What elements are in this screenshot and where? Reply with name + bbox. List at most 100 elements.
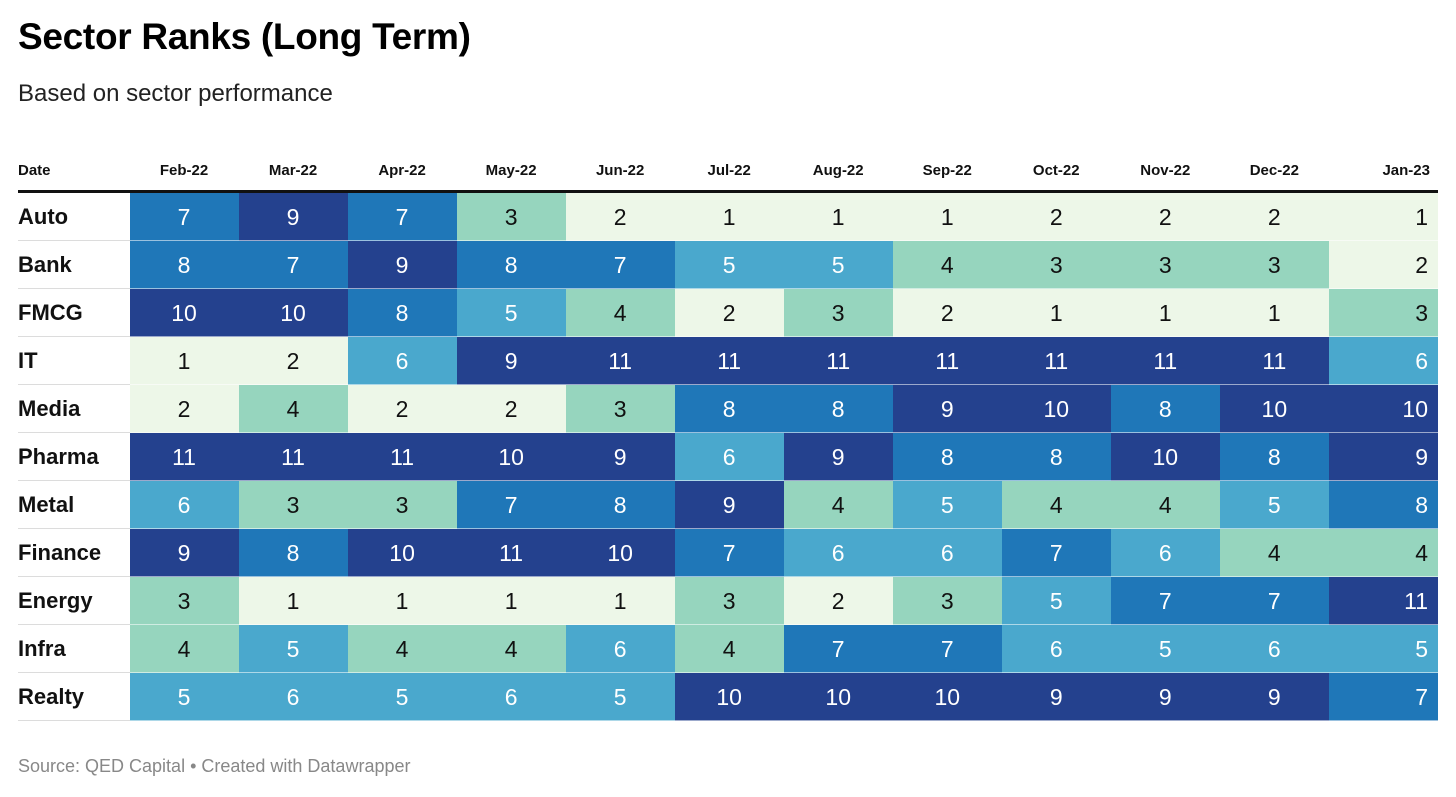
heatmap-cell: 3: [1001, 241, 1111, 289]
heatmap-cell: 9: [1110, 673, 1220, 721]
heatmap-cell: 6: [1328, 337, 1438, 385]
heatmap-cell: 1: [892, 193, 1002, 241]
heatmap-cell: 10: [347, 529, 457, 577]
column-header: Aug-22: [812, 161, 864, 179]
column-header: May-22: [485, 161, 537, 179]
heatmap-cell: 9: [892, 385, 1002, 433]
heatmap-cell: 1: [1219, 289, 1329, 337]
heatmap-cell: 2: [1110, 193, 1220, 241]
column-header: Jun-22: [595, 161, 645, 179]
heatmap-cell: 9: [1219, 673, 1329, 721]
heatmap-cell: 1: [1328, 193, 1438, 241]
heatmap-cell: 7: [1001, 529, 1111, 577]
table-row: Energy 3 1 1 1 1 3 2 3 5 7 7 11: [18, 577, 1438, 625]
heatmap-cell: 5: [1001, 577, 1111, 625]
heatmap-cell: 8: [1001, 433, 1111, 481]
column-header: Dec-22: [1249, 161, 1299, 179]
heatmap-cell: 2: [238, 337, 348, 385]
heatmap-cell: 3: [1110, 241, 1220, 289]
heatmap-cell: 10: [1001, 385, 1111, 433]
heatmap-cell: 5: [238, 625, 348, 673]
table-row: Infra 4 5 4 4 6 4 7 7 6 5 6 5: [18, 625, 1438, 673]
heatmap-cell: 9: [456, 337, 566, 385]
heatmap-cell: 7: [1110, 577, 1220, 625]
heatmap-cell: 4: [1328, 529, 1438, 577]
heatmap-cell: 7: [238, 241, 348, 289]
heatmap-cell: 10: [674, 673, 784, 721]
heatmap-cell: 10: [1328, 385, 1438, 433]
heatmap-cell: 11: [456, 529, 566, 577]
heatmap-cell: 3: [783, 289, 893, 337]
heatmap-cell: 8: [1328, 481, 1438, 529]
heatmap-cell: 8: [783, 385, 893, 433]
heatmap-cell: 6: [892, 529, 1002, 577]
heatmap-table: Date Feb-22 Mar-22 Apr-22 May-22 Jun-22 Jul-2…: [18, 150, 1438, 721]
heatmap-cell: 6: [565, 625, 675, 673]
heatmap-cell: 3: [456, 193, 566, 241]
heatmap-cell: 6: [674, 433, 784, 481]
table-row: Bank 8 7 9 8 7 5 5 4 3 3 3 2: [18, 241, 1438, 289]
table-row: FMCG 10 10 8 5 4 2 3 2 1 1 1 3: [18, 289, 1438, 337]
heatmap-cell: 5: [1219, 481, 1329, 529]
row-label: Auto: [18, 193, 130, 241]
chart-subtitle: Based on sector performance: [18, 80, 333, 107]
heatmap-cell: 10: [456, 433, 566, 481]
heatmap-cell: 4: [129, 625, 239, 673]
table-row: Metal 6 3 3 7 8 9 4 5 4 4 5 8: [18, 481, 1438, 529]
row-label: Realty: [18, 673, 130, 721]
heatmap-cell: 3: [565, 385, 675, 433]
heatmap-cell: 9: [238, 193, 348, 241]
heatmap-cell: 3: [1328, 289, 1438, 337]
row-label: Metal: [18, 481, 130, 529]
heatmap-cell: 10: [129, 289, 239, 337]
heatmap-cell: 1: [565, 577, 675, 625]
heatmap-cell: 3: [892, 577, 1002, 625]
heatmap-cell: 4: [1001, 481, 1111, 529]
row-label: Media: [18, 385, 130, 433]
heatmap-cell: 1: [129, 337, 239, 385]
table-body: Auto 7 9 7 3 2 1 1 1 2 2 2 1 Bank 8 7 9 8 7 5 5 4 3 3 3 2 FMCG 10 10…: [18, 193, 1438, 721]
heatmap-cell: 10: [892, 673, 1002, 721]
heatmap-cell: 9: [1328, 433, 1438, 481]
heatmap-cell: 8: [892, 433, 1002, 481]
heatmap-cell: 11: [1001, 337, 1111, 385]
column-header: Feb-22: [159, 161, 209, 179]
heatmap-cell: 7: [1328, 673, 1438, 721]
heatmap-cell: 6: [1219, 625, 1329, 673]
heatmap-cell: 9: [1001, 673, 1111, 721]
heatmap-cell: 6: [783, 529, 893, 577]
heatmap-cell: 2: [129, 385, 239, 433]
heatmap-cell: 6: [238, 673, 348, 721]
heatmap-cell: 7: [783, 625, 893, 673]
table-row: Pharma 11 11 11 10 9 6 9 8 8 10 8 9: [18, 433, 1438, 481]
row-label: Pharma: [18, 433, 130, 481]
heatmap-cell: 3: [347, 481, 457, 529]
heatmap-cell: 8: [674, 385, 784, 433]
heatmap-cell: 1: [674, 193, 784, 241]
heatmap-cell: 4: [1110, 481, 1220, 529]
table-row: Finance 9 8 10 11 10 7 6 6 7 6 4 4: [18, 529, 1438, 577]
heatmap-cell: 11: [892, 337, 1002, 385]
heatmap-cell: 1: [1110, 289, 1220, 337]
heatmap-cell: 7: [129, 193, 239, 241]
heatmap-cell: 3: [674, 577, 784, 625]
table-row: Media 2 4 2 2 3 8 8 9 10 8 10 10: [18, 385, 1438, 433]
heatmap-cell: 8: [565, 481, 675, 529]
heatmap-cell: 2: [1328, 241, 1438, 289]
heatmap-cell: 4: [456, 625, 566, 673]
heatmap-cell: 7: [347, 193, 457, 241]
heatmap-cell: 3: [1219, 241, 1329, 289]
heatmap-cell: 11: [783, 337, 893, 385]
heatmap-cell: 3: [129, 577, 239, 625]
heatmap-cell: 8: [456, 241, 566, 289]
heatmap-cell: 11: [1328, 577, 1438, 625]
heatmap-cell: 4: [347, 625, 457, 673]
column-header: Jan-23: [1382, 161, 1430, 179]
heatmap-cell: 10: [238, 289, 348, 337]
heatmap-cell: 10: [1110, 433, 1220, 481]
heatmap-cell: 1: [238, 577, 348, 625]
heatmap-cell: 11: [347, 433, 457, 481]
column-header: Mar-22: [268, 161, 318, 179]
table-row: IT 1 2 6 9 11 11 11 11 11 11 11 6: [18, 337, 1438, 385]
heatmap-cell: 5: [129, 673, 239, 721]
